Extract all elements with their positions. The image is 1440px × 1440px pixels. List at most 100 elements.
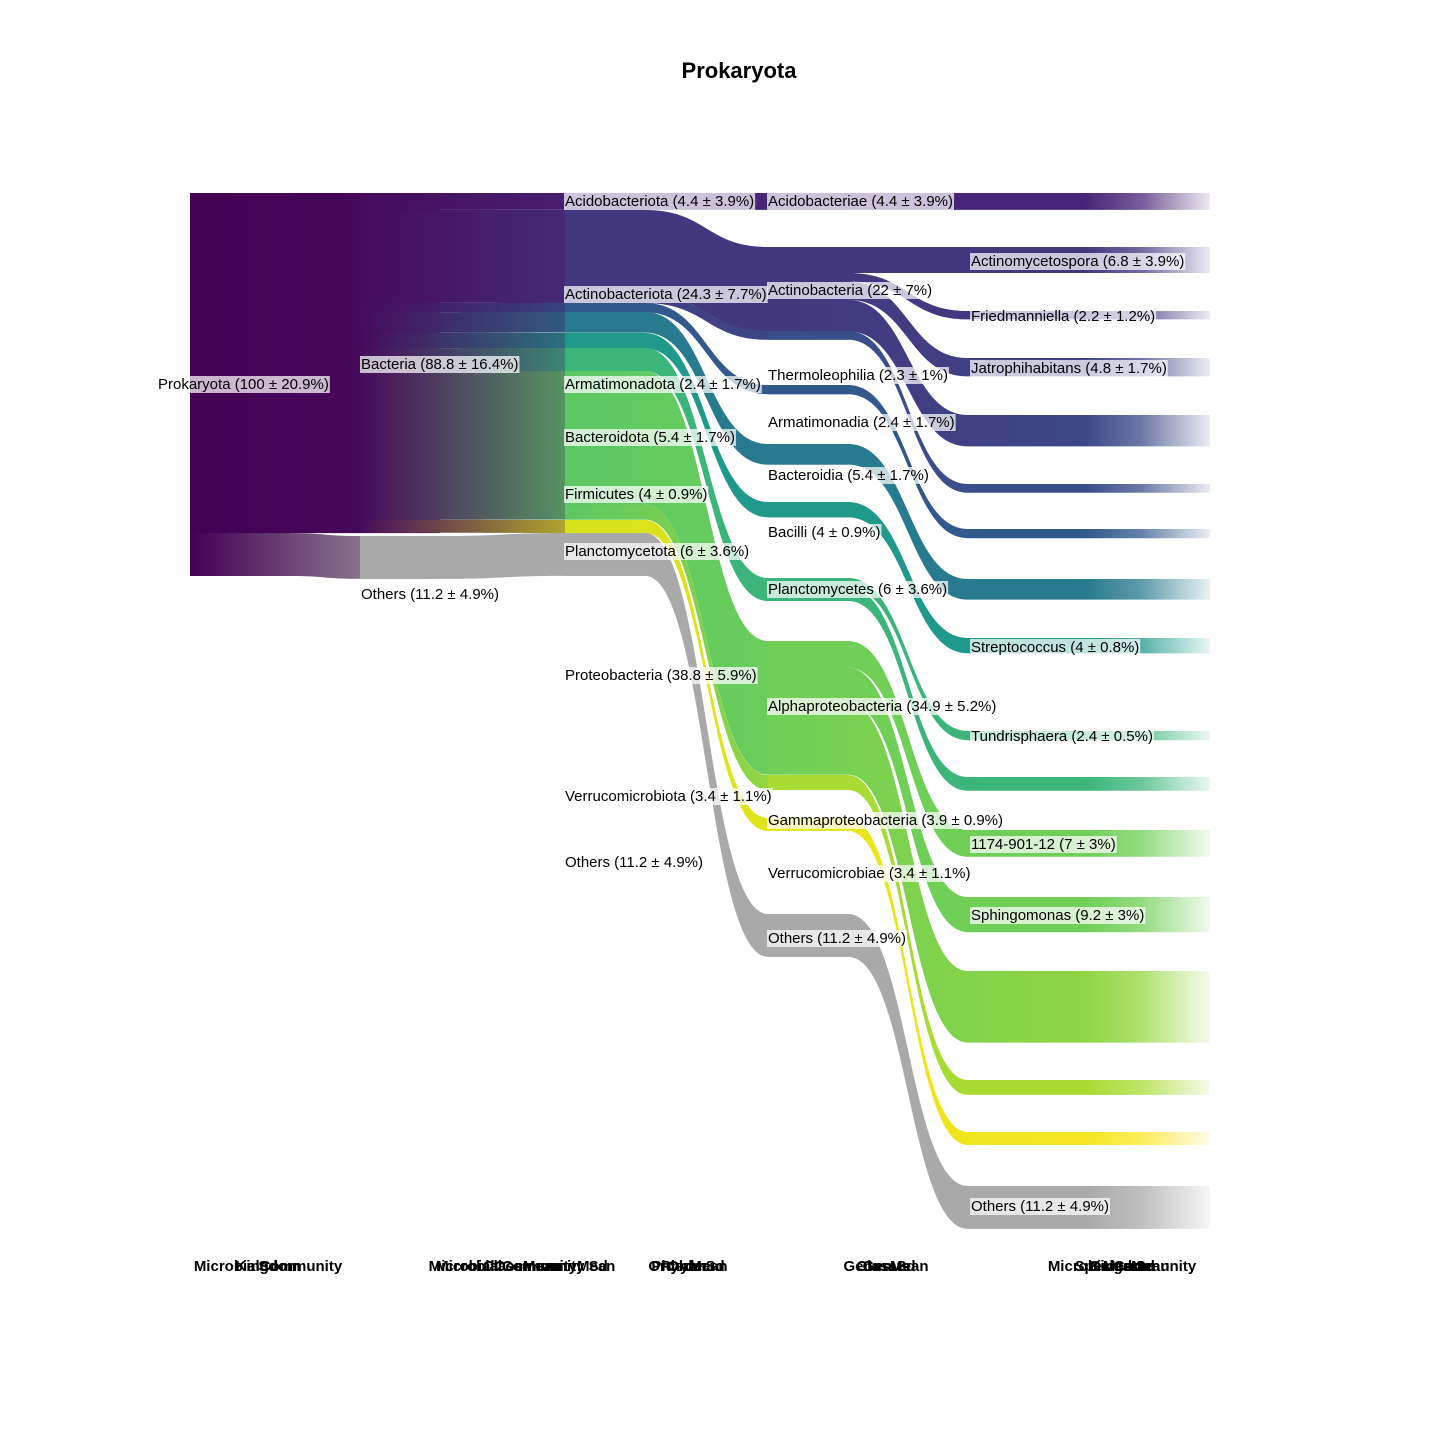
node-label-text: Others (11.2 ± 4.9%) xyxy=(361,586,499,603)
label-background xyxy=(564,376,762,393)
axis-label: MicrobialCommunityMean xyxy=(429,1258,616,1275)
axis-label: ClassMean xyxy=(483,1258,561,1275)
axis-label: OrderMean xyxy=(648,1258,727,1275)
axis-label: GenusSd xyxy=(1089,1258,1155,1275)
node-label-g_1174: 1174-901-12 (7 ± 3%) xyxy=(970,836,1117,853)
node-label-bacc: Bacteroidia (5.4 ± 1.7%) xyxy=(767,467,930,484)
node-label-g_tundr: Tundrisphaera (2.4 ± 0.5%) xyxy=(970,728,1154,745)
node-label-text: Planctomycetota (6 ± 3.6%) xyxy=(565,543,749,560)
link-alpc-g_alpoth xyxy=(768,703,1210,1043)
node-label-text: Others (11.2 ± 4.9%) xyxy=(971,1198,1109,1215)
node-label-text: Prokaryota (100 ± 20.9%) xyxy=(158,376,329,393)
axis-label: SpeciesMean xyxy=(1074,1258,1169,1275)
node-label-oth1: Others (11.2 ± 4.9%) xyxy=(360,586,501,603)
label-background xyxy=(970,836,1117,853)
node-label-oth2: Others (11.2 ± 4.9%) xyxy=(564,854,705,871)
node-label-text: Others (11.2 ± 4.9%) xyxy=(565,854,703,871)
genus-fade-overlay xyxy=(1085,193,1210,1233)
node-label-text: Tundrisphaera (2.4 ± 0.5%) xyxy=(971,728,1153,745)
label-background xyxy=(767,930,908,947)
node-label-text: Friedmanniella (2.2 ± 1.2%) xyxy=(971,308,1155,325)
node-label-acidp: Acidobacteriota (4.4 ± 3.9%) xyxy=(564,193,756,210)
node-label-armp: Armatimonadota (2.4 ± 1.7%) xyxy=(564,376,762,393)
node-label-verc: Verrucomicrobiae (3.4 ± 1.1%) xyxy=(767,865,972,882)
node-label-text: Sphingomonas (9.2 ± 3%) xyxy=(971,907,1144,924)
node-label-text: Alphaproteobacteria (34.9 ± 5.2%) xyxy=(768,698,996,715)
node-label-text: Planctomycetes (6 ± 3.6%) xyxy=(768,581,947,598)
link-armp-armc xyxy=(565,303,848,395)
node-label-gamc: Gammaproteobacteria (3.9 ± 0.9%) xyxy=(767,812,1005,829)
axis-label: Order xyxy=(668,1258,709,1275)
label-background xyxy=(767,367,949,384)
node-label-text: Armatimonadia (2.4 ± 1.7%) xyxy=(768,414,955,431)
node-label-text: Acidobacteriota (4.4 ± 3.9%) xyxy=(565,193,754,210)
axis-label: ClassSd xyxy=(856,1258,915,1275)
axis-label: Sd xyxy=(258,1258,277,1275)
node-label-thec: Thermoleophilia (2.3 ± 1%) xyxy=(767,367,949,384)
axis-label: Kingdom xyxy=(236,1258,301,1275)
node-label-text: Proteobacteria (38.8 ± 5.9%) xyxy=(565,667,757,684)
links-layer xyxy=(190,193,1210,1229)
link-plap-plac xyxy=(565,348,848,601)
label-background xyxy=(970,639,1141,656)
node-label-actp: Actinobacteriota (24.3 ± 7.7%) xyxy=(564,286,768,303)
node-label-text: Verrucomicrobiota (3.4 ± 1.1%) xyxy=(565,788,772,805)
label-background xyxy=(564,193,756,210)
node-label-plap: Planctomycetota (6 ± 3.6%) xyxy=(564,543,751,560)
node-label-text: Thermoleophilia (2.3 ± 1%) xyxy=(768,367,948,384)
axis-label: MicrobialCommunity xyxy=(1048,1258,1197,1275)
node-label-text: Bacteroidia (5.4 ± 1.7%) xyxy=(768,467,929,484)
label-background xyxy=(564,854,705,871)
node-label-armc: Armatimonadia (2.4 ± 1.7%) xyxy=(767,414,956,431)
node-label-g_actino: Actinomycetospora (6.8 ± 3.9%) xyxy=(970,253,1186,270)
label-background xyxy=(360,586,501,603)
axis-label: Mean xyxy=(1103,1258,1141,1275)
node-label-text: Verrucomicrobiae (3.4 ± 1.1%) xyxy=(768,865,971,882)
axis-label: MicrobialCommunity Sd xyxy=(436,1258,608,1275)
label-background xyxy=(970,1198,1111,1215)
axis-label: Kingdom xyxy=(1090,1258,1155,1275)
fades-layer xyxy=(1085,193,1210,1233)
label-background xyxy=(767,467,930,484)
label-background xyxy=(767,698,998,715)
axis-label: GenusMean xyxy=(843,1258,928,1275)
node-label-prop: Proteobacteria (38.8 ± 5.9%) xyxy=(564,667,758,684)
label-background xyxy=(767,581,949,598)
node-label-g_sphin: Sphingomonas (9.2 ± 3%) xyxy=(970,907,1146,924)
label-background xyxy=(767,812,1005,829)
node-label-text: Bacteroidota (5.4 ± 1.7%) xyxy=(565,429,735,446)
axis-label: Phylum xyxy=(661,1258,715,1275)
node-label-g_strep: Streptococcus (4 ± 0.8%) xyxy=(970,639,1141,656)
labels-layer: Prokaryota (100 ± 20.9%) Bacteria (88.8 ±… xyxy=(157,193,1186,1215)
node-label-plac: Planctomycetes (6 ± 3.6%) xyxy=(767,581,949,598)
node-label-text: Jatrophihabitans (4.8 ± 1.7%) xyxy=(971,360,1167,377)
label-background xyxy=(767,282,934,299)
node-label-oth3: Others (11.2 ± 4.9%) xyxy=(767,930,908,947)
chart-title: Prokaryota xyxy=(682,58,798,83)
node-label-verp: Verrucomicrobiota (3.4 ± 1.1%) xyxy=(564,788,773,805)
node-label-bacp: Bacteroidota (5.4 ± 1.7%) xyxy=(564,429,736,446)
node-label-bacic: Bacilli (4 ± 0.9%) xyxy=(767,524,882,541)
node-label-text: Others (11.2 ± 4.9%) xyxy=(768,930,906,947)
link-actc-g_jatro xyxy=(768,281,1210,377)
label-background xyxy=(970,308,1157,325)
node-label-text: Actinobacteriota (24.3 ± 7.7%) xyxy=(565,286,767,303)
node-label-text: Acidobacteriae (4.4 ± 3.9%) xyxy=(768,193,953,210)
link-firp-bacic xyxy=(565,333,848,518)
node-label-text: Firmicutes (4 ± 0.9%) xyxy=(565,486,707,503)
link-actp-thec xyxy=(565,294,848,340)
label-background xyxy=(564,667,758,684)
label-background xyxy=(564,286,768,303)
label-background xyxy=(970,907,1146,924)
node-label-g_fried: Friedmanniella (2.2 ± 1.2%) xyxy=(970,308,1157,325)
node-label-text: Bacilli (4 ± 0.9%) xyxy=(768,524,880,541)
axis-label: Genus xyxy=(863,1258,910,1275)
node-label-prok: Prokaryota (100 ± 20.9%) xyxy=(157,376,330,393)
node-label-text: Actinomycetospora (6.8 ± 3.9%) xyxy=(971,253,1184,270)
node-label-text: Gammaproteobacteria (3.9 ± 0.9%) xyxy=(768,812,1003,829)
label-background xyxy=(564,486,709,503)
label-background xyxy=(767,193,954,210)
label-background xyxy=(767,524,882,541)
